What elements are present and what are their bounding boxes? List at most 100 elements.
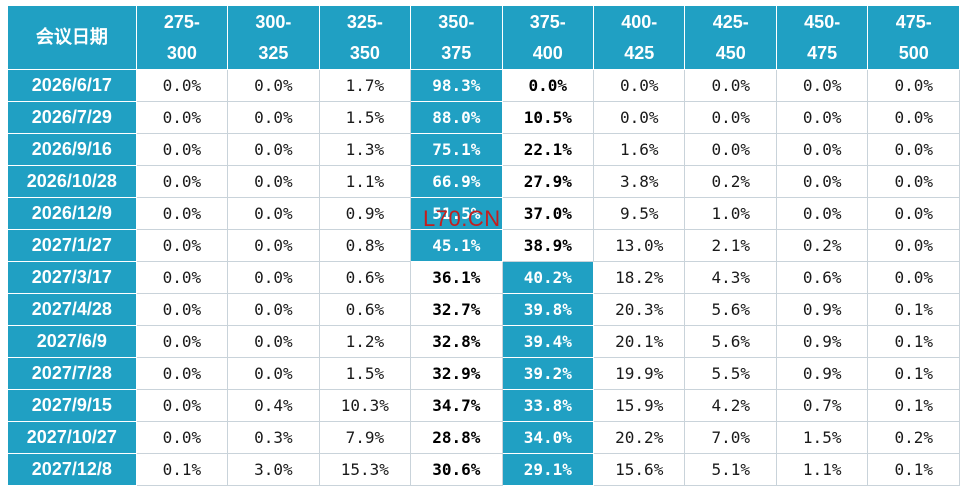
range-high: 450: [715, 42, 746, 63]
meeting-date-cell: 2027/6/9: [7, 325, 137, 358]
range-low: 275-: [163, 11, 200, 32]
probability-cell: 0.9%: [775, 293, 869, 326]
probability-cell: 20.2%: [593, 421, 686, 454]
header-range: 275- 300: [135, 5, 229, 70]
probability-cell: 36.1%: [410, 261, 503, 294]
probability-cell: 27.9%: [501, 165, 595, 198]
range-high: 325: [258, 42, 289, 63]
probability-cell: 0.6%: [318, 261, 412, 294]
probability-cell: 15.9%: [593, 389, 686, 422]
probability-cell: 4.2%: [684, 389, 777, 422]
probability-cell: 75.1%: [410, 133, 503, 166]
probability-cell: 34.0%: [501, 421, 595, 454]
probability-cell: 0.0%: [867, 229, 960, 262]
probability-cell: 0.0%: [227, 357, 320, 390]
probability-cell: 3.8%: [593, 165, 686, 198]
probability-cell: 37.0%: [501, 197, 595, 230]
probability-cell: 0.0%: [227, 101, 320, 134]
probability-cell: 10.5%: [501, 101, 595, 134]
probability-cell: 98.3%: [410, 69, 503, 102]
probability-cell: 0.0%: [135, 389, 229, 422]
table-row: 2026/7/29 0.0% 0.0% 1.5% 88.0% 10.5% 0.0% 0.0% 0…: [7, 101, 960, 134]
header-range: 350- 375: [410, 5, 503, 70]
table-header: 会议日期 275- 300 300- 325 325- 350 350- 375 375- 400…: [7, 5, 960, 70]
probability-cell: 3.0%: [227, 453, 320, 486]
probability-cell: 19.9%: [593, 357, 686, 390]
table-row: 2027/4/28 0.0% 0.0% 0.6% 32.7% 39.8% 20.3% 5.6%…: [7, 293, 960, 326]
probability-cell: 0.1%: [867, 357, 960, 390]
probability-cell: 9.5%: [593, 197, 686, 230]
meeting-date-cell: 2026/7/29: [7, 101, 137, 134]
meeting-date-cell: 2026/6/17: [7, 69, 137, 102]
probability-cell: 0.2%: [775, 229, 869, 262]
probability-cell: 0.0%: [135, 133, 229, 166]
meeting-date-cell: 2027/4/28: [7, 293, 137, 326]
probability-cell: 0.8%: [318, 229, 412, 262]
probability-cell: 20.1%: [593, 325, 686, 358]
probability-cell: 20.3%: [593, 293, 686, 326]
table-row: 2027/1/27 0.0% 0.0% 0.8% 45.1% 38.9% 13.0% 2.1%…: [7, 229, 960, 262]
probability-cell: 0.0%: [684, 101, 777, 134]
table-row: 2027/3/17 0.0% 0.0% 0.6% 36.1% 40.2% 18.2% 4.3%…: [7, 261, 960, 294]
probability-cell: 5.1%: [684, 453, 777, 486]
probability-cell: 1.5%: [318, 101, 412, 134]
table-row: 2026/9/16 0.0% 0.0% 1.3% 75.1% 22.1% 1.6% 0.0% 0…: [7, 133, 960, 166]
probability-cell: 7.9%: [318, 421, 412, 454]
probability-cell: 0.0%: [684, 133, 777, 166]
probability-cell: 0.0%: [684, 69, 777, 102]
probability-cell: 0.0%: [227, 133, 320, 166]
probability-cell: 0.0%: [135, 325, 229, 358]
range-high: 475: [807, 42, 838, 63]
probability-cell: 0.0%: [501, 69, 595, 102]
probability-cell: 0.0%: [867, 197, 960, 230]
probability-cell: 0.0%: [227, 69, 320, 102]
meeting-date-cell: 2027/1/27: [7, 229, 137, 262]
table-body: 2026/6/17 0.0% 0.0% 1.7% 98.3% 0.0% 0.0% 0.0% 0.…: [7, 69, 960, 486]
probability-cell: 1.5%: [775, 421, 869, 454]
probability-cell: 0.2%: [684, 165, 777, 198]
probability-cell: 5.6%: [684, 293, 777, 326]
probability-cell: 45.1%: [410, 229, 503, 262]
probability-cell: 0.0%: [775, 69, 869, 102]
probability-cell: 0.1%: [867, 325, 960, 358]
probability-cell: 0.6%: [775, 261, 869, 294]
range-high: 400: [532, 42, 563, 63]
meeting-date-cell: 2026/12/9: [7, 197, 137, 230]
probability-cell: 30.6%: [410, 453, 503, 486]
probability-cell: 0.9%: [775, 357, 869, 390]
probability-cell: 0.0%: [135, 261, 229, 294]
range-high: 500: [898, 42, 929, 63]
probability-cell: 0.0%: [867, 101, 960, 134]
probability-cell: 1.0%: [684, 197, 777, 230]
probability-cell: 0.6%: [318, 293, 412, 326]
probability-cell: 28.8%: [410, 421, 503, 454]
probability-cell: 5.6%: [684, 325, 777, 358]
probability-cell: 1.3%: [318, 133, 412, 166]
range-low: 325-: [346, 11, 383, 32]
probability-cell: 34.7%: [410, 389, 503, 422]
range-low: 375-: [529, 11, 566, 32]
probability-cell: 0.4%: [227, 389, 320, 422]
probability-cell: 0.0%: [775, 133, 869, 166]
probability-cell: 0.0%: [135, 293, 229, 326]
table-row: 2027/12/8 0.1% 3.0% 15.3% 30.6% 29.1% 15.6% 5.1…: [7, 453, 960, 486]
meeting-date-cell: 2027/12/8: [7, 453, 137, 486]
meeting-date-cell: 2027/9/15: [7, 389, 137, 422]
probability-cell: 0.0%: [775, 165, 869, 198]
table-row: 2027/10/27 0.0% 0.3% 7.9% 28.8% 34.0% 20.2% 7.0…: [7, 421, 960, 454]
range-low: 425-: [712, 11, 749, 32]
probability-cell: 7.0%: [684, 421, 777, 454]
probability-cell: 0.7%: [775, 389, 869, 422]
probability-cell: 1.1%: [318, 165, 412, 198]
probability-cell: 0.0%: [775, 101, 869, 134]
header-range: 475- 500: [867, 5, 960, 70]
header-row: 会议日期 275- 300 300- 325 325- 350 350- 375 375- 400…: [7, 5, 960, 70]
probability-cell: 22.1%: [501, 133, 595, 166]
probability-cell: 0.9%: [775, 325, 869, 358]
probability-cell: 0.0%: [867, 261, 960, 294]
probability-cell: 0.0%: [135, 165, 229, 198]
rate-probability-table: 会议日期 275- 300 300- 325 325- 350 350- 375 375- 400…: [7, 5, 960, 486]
probability-cell: 1.2%: [318, 325, 412, 358]
header-range: 425- 450: [684, 5, 777, 70]
header-range: 375- 400: [501, 5, 595, 70]
